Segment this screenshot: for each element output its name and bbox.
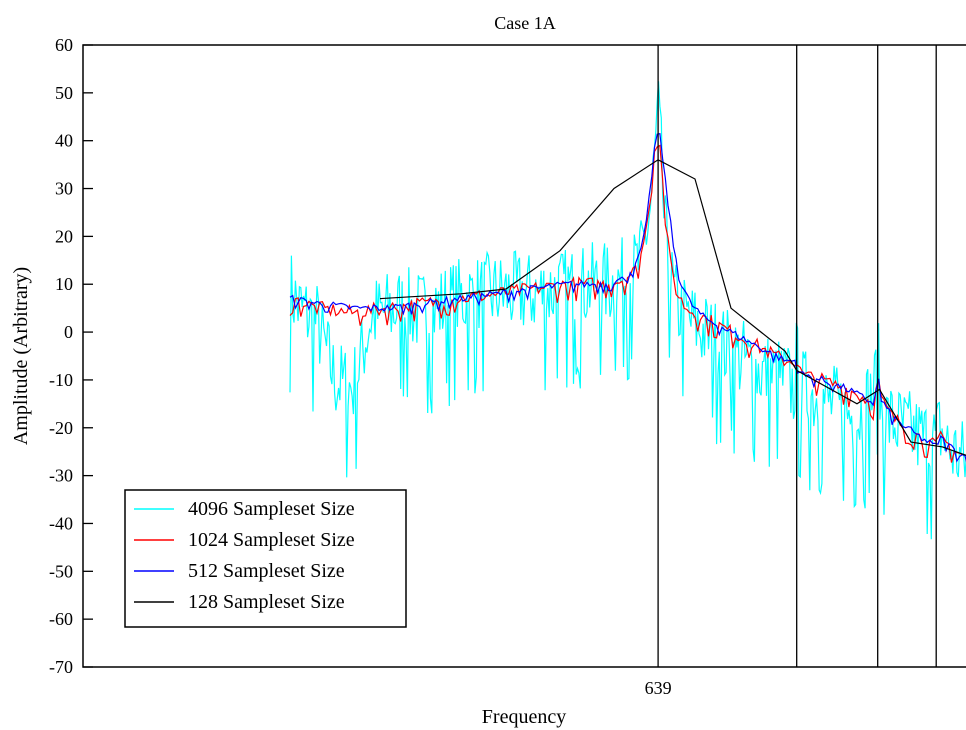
legend-box bbox=[124, 489, 407, 628]
y-tick-label: -60 bbox=[49, 609, 73, 629]
y-axis-label: Amplitude (Arbitrary) bbox=[10, 267, 32, 445]
legend-label: 4096 Sampleset Size bbox=[188, 498, 355, 520]
series-line-0 bbox=[289, 81, 966, 540]
series-layer bbox=[289, 81, 966, 540]
y-tick-label: -30 bbox=[49, 466, 73, 486]
x-ticks: 639 bbox=[645, 678, 672, 698]
y-tick-label: 10 bbox=[55, 274, 73, 294]
y-tick-label: 20 bbox=[55, 226, 73, 246]
y-tick-label: -20 bbox=[49, 418, 73, 438]
series-line-3 bbox=[379, 159, 966, 456]
legend: 4096 Sampleset Size 1024 Sampleset Size 51… bbox=[124, 489, 407, 628]
plot-frame bbox=[82, 44, 966, 668]
y-tick-label: 0 bbox=[64, 322, 73, 342]
legend-label: 512 Sampleset Size bbox=[188, 560, 345, 582]
x-tick-label: 639 bbox=[645, 678, 672, 698]
y-tick-label: 50 bbox=[55, 83, 73, 103]
x-axis-label: Frequency bbox=[482, 706, 566, 728]
legend-label: 128 Sampleset Size bbox=[188, 591, 345, 613]
y-tick-label: -50 bbox=[49, 561, 73, 581]
y-tick-label: -10 bbox=[49, 370, 73, 390]
y-tick-label: -70 bbox=[49, 657, 73, 677]
vertical-markers bbox=[657, 45, 937, 667]
series-line-2 bbox=[289, 132, 966, 463]
chart-title: Case 1A bbox=[494, 13, 556, 33]
y-tick-label: 60 bbox=[55, 35, 73, 55]
y-ticks: 60 50 40 30 20 10 0 -10 -20 -30 -40 -50 -60 -70 bbox=[49, 35, 93, 677]
y-tick-label: 30 bbox=[55, 179, 73, 199]
y-tick-label: -40 bbox=[49, 513, 73, 533]
y-tick-label: 40 bbox=[55, 131, 73, 151]
legend-label: 1024 Sampleset Size bbox=[188, 529, 355, 551]
